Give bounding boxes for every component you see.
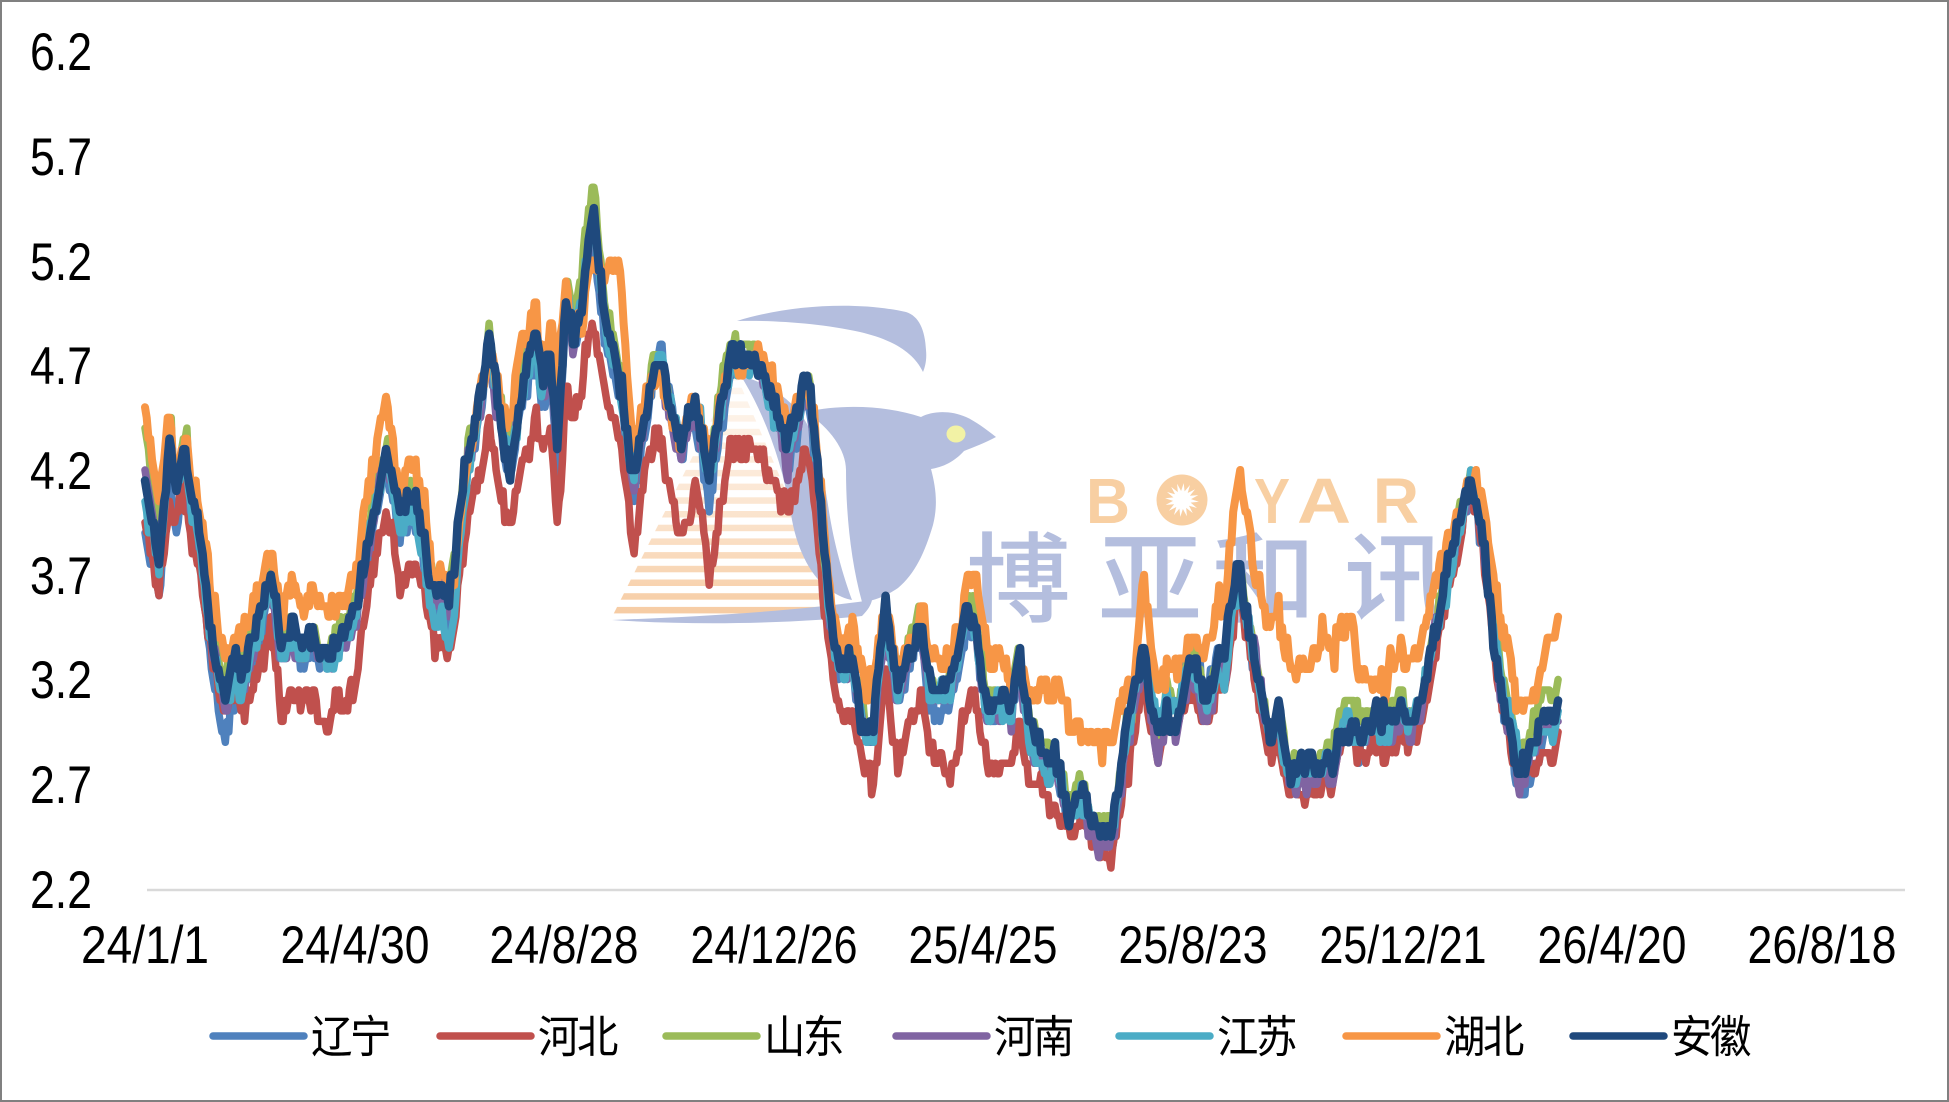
svg-text:2.2: 2.2 [30, 861, 92, 920]
svg-text:R: R [1373, 465, 1419, 537]
svg-text:5.2: 5.2 [30, 233, 92, 292]
svg-text:Y: Y [1254, 465, 1290, 537]
svg-text:25/8/23: 25/8/23 [1119, 916, 1268, 975]
svg-text:4.2: 4.2 [30, 442, 92, 501]
svg-text:5.7: 5.7 [30, 128, 92, 187]
svg-text:25/4/25: 25/4/25 [909, 916, 1058, 975]
svg-text:24/12/26: 24/12/26 [691, 916, 858, 975]
svg-text:A: A [1297, 465, 1351, 537]
svg-text:24/8/28: 24/8/28 [490, 916, 639, 975]
svg-text:24/4/30: 24/4/30 [281, 916, 430, 975]
svg-text:B: B [1086, 465, 1130, 537]
svg-text:2.7: 2.7 [30, 756, 92, 815]
svg-text:26/4/20: 26/4/20 [1538, 916, 1687, 975]
svg-text:25/12/21: 25/12/21 [1320, 916, 1487, 975]
svg-text:3.7: 3.7 [30, 547, 92, 606]
svg-text:24/1/1: 24/1/1 [81, 916, 209, 975]
svg-text:26/8/18: 26/8/18 [1748, 916, 1897, 975]
svg-text:4.7: 4.7 [30, 337, 92, 396]
svg-text:3.2: 3.2 [30, 651, 92, 710]
svg-text:6.2: 6.2 [30, 23, 92, 82]
